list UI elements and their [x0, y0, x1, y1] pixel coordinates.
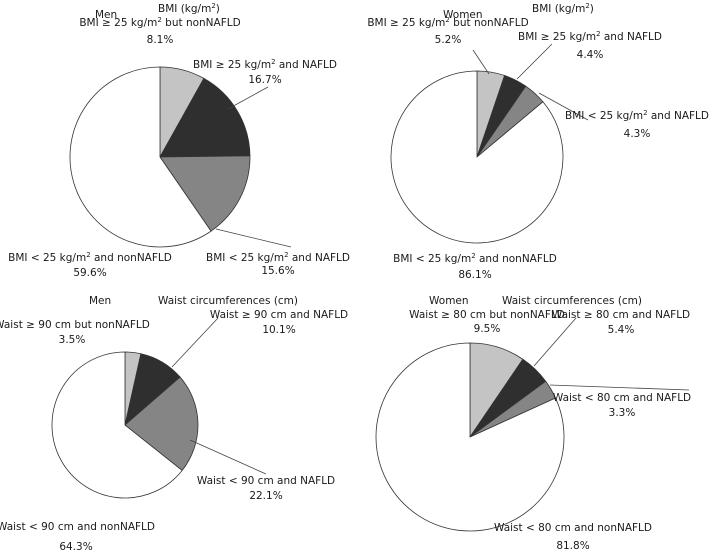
leader-line: [516, 43, 553, 80]
panel-group-label: Women: [429, 295, 469, 307]
slice-percent-label: 10.1%: [262, 324, 295, 336]
slice-label: BMI ≥ 25 kg/m2 and NAFLD: [193, 58, 337, 71]
slice-percent-label: 81.8%: [556, 540, 589, 552]
slice-label: Waist < 80 cm and nonNAFLD: [494, 522, 652, 534]
slice-percent-label: 5.2%: [435, 34, 462, 46]
slice-label: Waist ≥ 90 cm and NAFLD: [210, 309, 348, 321]
slice-label: Waist < 90 cm and NAFLD: [197, 475, 335, 487]
slice-label: BMI ≥ 25 kg/m2 and NAFLD: [518, 30, 662, 43]
pie-slice: [375, 342, 565, 532]
leader-line: [227, 86, 269, 110]
leader-line: [215, 228, 292, 248]
pie-panel-1: Men BMI (kg/m2)BMI ≥ 25 kg/m2 but nonNAFL…: [8, 2, 350, 279]
leader-line: [533, 317, 577, 367]
pie-panel-3: Men Waist circumferences (cm) Waist ≥ 90 c…: [0, 295, 348, 553]
slice-label: Waist ≥ 90 cm but nonNAFLD: [0, 319, 150, 331]
pie-slice: [51, 351, 183, 499]
slice-label: BMI < 25 kg/m2 and nonNAFLD: [393, 252, 557, 265]
slice-label: Waist < 90 cm and nonNAFLD: [0, 521, 155, 533]
slice-percent-label: 4.4%: [577, 49, 604, 61]
pie-panel-4: Women Waist circumferences (cm) Waist ≥ 80…: [375, 295, 691, 552]
pie-slice: [159, 77, 251, 158]
leader-line: [171, 317, 219, 368]
pie-panel-2: Women BMI (kg/m2) BMI ≥ 25 kg/m2 but nonNA…: [367, 2, 709, 281]
slice-percent-label: 15.6%: [261, 265, 294, 277]
leader-line: [538, 92, 589, 121]
slice-label: BMI < 25 kg/m2 and NAFLD: [565, 109, 709, 122]
leader-line: [472, 49, 490, 75]
pie-slice: [124, 376, 199, 472]
slice-percent-label: 8.1%: [147, 34, 174, 46]
slice-label: BMI ≥ 25 kg/m2 but nonNAFLD: [367, 16, 528, 29]
panel-measure-label: BMI (kg/m2): [158, 2, 220, 15]
slice-percent-label: 9.5%: [474, 323, 501, 335]
panel-measure-label: Waist circumferences (cm): [158, 295, 298, 307]
slice-percent-label: 64.3%: [59, 541, 92, 553]
pie-slice: [159, 155, 251, 232]
pie-slice: [69, 66, 212, 248]
slice-label: Waist ≥ 80 cm and NAFLD: [552, 309, 690, 321]
slice-percent-label: 3.3%: [609, 407, 636, 419]
panel-measure-label: BMI (kg/m2): [532, 2, 594, 15]
slice-percent-label: 5.4%: [608, 324, 635, 336]
slice-label: Waist < 80 cm and NAFLD: [553, 392, 691, 404]
slice-label: BMI < 25 kg/m2 and NAFLD: [206, 251, 350, 264]
slice-percent-label: 22.1%: [249, 490, 282, 502]
panel-measure-label: Waist circumferences (cm): [502, 295, 642, 307]
slice-percent-label: 86.1%: [458, 269, 491, 281]
slice-percent-label: 4.3%: [624, 128, 651, 140]
pie-slice: [390, 70, 564, 244]
panel-group-label: Men: [95, 9, 117, 21]
leader-line: [549, 384, 690, 391]
slice-label: BMI < 25 kg/m2 and nonNAFLD: [8, 251, 172, 264]
slice-label: BMI ≥ 25 kg/m2 but nonNAFLD: [79, 16, 240, 29]
slice-percent-label: 16.7%: [248, 74, 281, 86]
slice-percent-label: 3.5%: [59, 334, 86, 346]
slice-label: Waist ≥ 80 cm but nonNAFLD: [409, 309, 565, 321]
panel-group-label: Men: [89, 295, 111, 307]
panel-group-label: Women: [443, 9, 483, 21]
slice-percent-label: 59.6%: [73, 267, 106, 279]
leader-line: [189, 439, 267, 475]
